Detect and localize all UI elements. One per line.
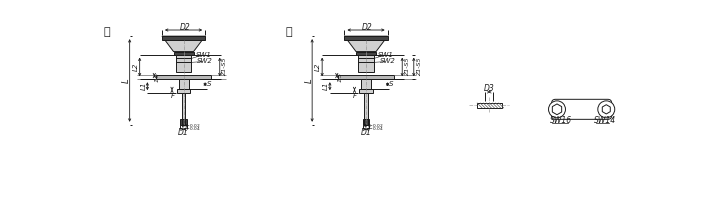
Text: Z1-S5: Z1-S5: [222, 58, 228, 76]
Text: D$^{-0.02}_{-0.04}$: D$^{-0.02}_{-0.04}$: [364, 122, 384, 133]
Text: L1: L1: [140, 82, 147, 90]
Bar: [177, 89, 190, 93]
Text: SW1: SW1: [378, 52, 394, 58]
Text: D2: D2: [180, 23, 190, 32]
Text: D1: D1: [361, 128, 371, 137]
Text: 1.5: 1.5: [337, 72, 342, 82]
Text: L2: L2: [316, 63, 321, 71]
Text: F: F: [171, 93, 174, 99]
Text: SW14: SW14: [594, 116, 616, 125]
Bar: [359, 89, 373, 93]
Bar: [176, 55, 191, 72]
Bar: [362, 55, 370, 68]
Text: SW16: SW16: [550, 116, 572, 125]
Bar: [364, 93, 368, 119]
Text: L: L: [305, 78, 313, 83]
Text: L1: L1: [323, 82, 329, 90]
Text: Ⓒ: Ⓒ: [286, 27, 292, 37]
Text: D$^{-0.02}_{-0.04}$: D$^{-0.02}_{-0.04}$: [181, 122, 201, 133]
Text: S: S: [389, 81, 394, 87]
Text: D2: D2: [362, 23, 373, 32]
Polygon shape: [162, 36, 205, 40]
Text: Z1-S5: Z1-S5: [417, 58, 422, 76]
Bar: [477, 103, 502, 108]
Bar: [180, 119, 187, 125]
Text: D3: D3: [484, 84, 494, 94]
Text: SW2: SW2: [197, 58, 213, 64]
Polygon shape: [174, 52, 193, 55]
Text: SW1: SW1: [196, 52, 212, 58]
Bar: [363, 119, 369, 125]
Polygon shape: [345, 36, 387, 40]
Bar: [182, 93, 185, 119]
Bar: [338, 75, 394, 79]
Text: SW2: SW2: [379, 58, 395, 64]
Polygon shape: [345, 36, 387, 52]
Bar: [156, 75, 212, 79]
Polygon shape: [356, 52, 376, 55]
Bar: [179, 79, 188, 89]
Text: L: L: [122, 78, 131, 83]
Bar: [361, 79, 371, 89]
Bar: [361, 68, 371, 72]
Circle shape: [598, 101, 615, 118]
Bar: [358, 55, 374, 72]
Text: L2: L2: [133, 63, 139, 71]
Text: 1.5: 1.5: [155, 72, 160, 82]
FancyBboxPatch shape: [552, 99, 611, 119]
Text: Z1-S5: Z1-S5: [405, 58, 410, 76]
Circle shape: [549, 101, 566, 118]
Text: F: F: [353, 93, 357, 99]
Text: D1: D1: [178, 128, 189, 137]
Text: Ⓐ: Ⓐ: [103, 27, 110, 37]
Polygon shape: [162, 36, 205, 52]
Polygon shape: [553, 104, 562, 115]
Text: S: S: [206, 81, 212, 87]
Polygon shape: [602, 105, 610, 114]
